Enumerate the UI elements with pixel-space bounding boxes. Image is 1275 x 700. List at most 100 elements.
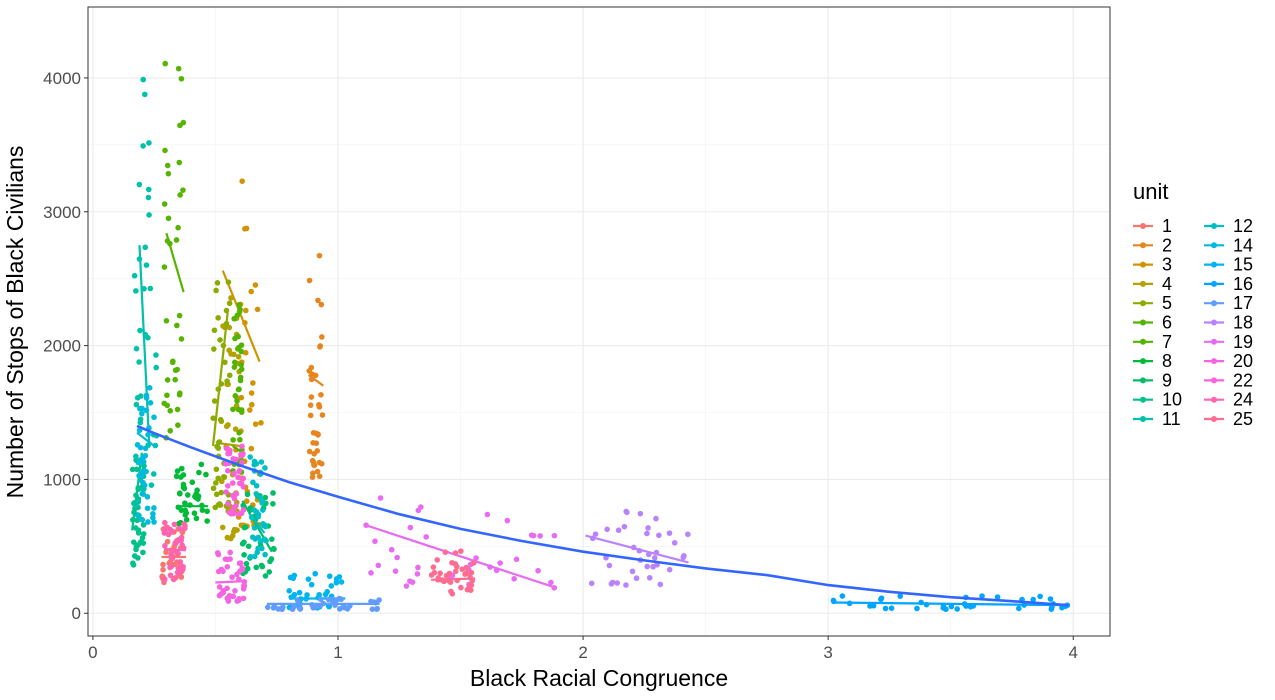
data-point bbox=[138, 473, 145, 480]
data-point bbox=[235, 474, 241, 481]
data-point bbox=[242, 349, 249, 356]
data-point bbox=[319, 334, 325, 340]
data-point bbox=[511, 576, 517, 582]
data-point bbox=[310, 430, 317, 436]
data-point bbox=[242, 307, 249, 314]
data-point bbox=[217, 337, 223, 343]
legend-label: 9 bbox=[1162, 370, 1172, 390]
data-point bbox=[333, 579, 340, 586]
data-point bbox=[251, 461, 258, 468]
data-point bbox=[262, 523, 269, 530]
data-point bbox=[409, 579, 416, 585]
data-point bbox=[183, 516, 190, 523]
legend-item-24: 24 bbox=[1204, 390, 1253, 410]
x-tick-label: 4 bbox=[1069, 643, 1078, 662]
data-point bbox=[318, 391, 324, 398]
data-point bbox=[537, 533, 543, 539]
data-point bbox=[310, 459, 317, 466]
data-point bbox=[388, 546, 395, 553]
data-point bbox=[236, 480, 243, 487]
legend-item-20: 20 bbox=[1204, 351, 1253, 371]
data-point bbox=[645, 525, 651, 531]
data-point bbox=[313, 603, 320, 610]
data-point bbox=[257, 495, 264, 501]
y-tick-label: 1000 bbox=[43, 470, 81, 489]
data-point bbox=[262, 573, 269, 579]
data-point bbox=[258, 545, 265, 552]
data-point bbox=[624, 509, 630, 516]
x-tick-label: 3 bbox=[823, 643, 832, 662]
data-point bbox=[153, 352, 159, 358]
legend-key-point bbox=[1140, 242, 1146, 249]
data-point bbox=[175, 65, 182, 72]
data-point bbox=[306, 448, 313, 455]
data-point bbox=[666, 566, 673, 573]
data-point bbox=[403, 583, 410, 589]
data-point bbox=[225, 483, 231, 489]
data-point bbox=[230, 529, 237, 535]
x-tick-label: 0 bbox=[88, 643, 97, 662]
data-point bbox=[994, 594, 1001, 600]
data-point bbox=[434, 557, 441, 563]
data-point bbox=[305, 576, 312, 582]
series-fit-line bbox=[136, 431, 155, 447]
data-point bbox=[146, 385, 153, 391]
data-point bbox=[160, 566, 166, 573]
legend-label: 24 bbox=[1233, 390, 1253, 410]
data-point bbox=[218, 489, 225, 496]
data-point bbox=[210, 485, 217, 492]
series-fit-line bbox=[221, 270, 261, 363]
data-point bbox=[178, 465, 185, 472]
data-point bbox=[418, 504, 424, 510]
data-point bbox=[198, 461, 205, 468]
data-point bbox=[452, 550, 459, 556]
data-point bbox=[140, 479, 146, 486]
data-point bbox=[286, 588, 293, 594]
x-tick-label: 1 bbox=[333, 643, 342, 662]
data-point bbox=[224, 534, 231, 541]
data-point bbox=[133, 401, 140, 408]
data-point bbox=[213, 287, 219, 294]
data-point bbox=[608, 581, 615, 587]
series-18 bbox=[585, 508, 691, 588]
data-point bbox=[232, 393, 239, 399]
series-20 bbox=[214, 549, 248, 604]
data-point bbox=[458, 584, 464, 591]
data-point bbox=[165, 215, 172, 222]
data-point bbox=[141, 463, 147, 469]
data-point bbox=[437, 570, 443, 577]
data-point bbox=[143, 262, 150, 268]
legend-item-15: 15 bbox=[1204, 255, 1253, 275]
data-point bbox=[180, 187, 186, 193]
legend-label: 10 bbox=[1162, 390, 1182, 410]
data-point bbox=[318, 460, 325, 467]
data-point bbox=[145, 186, 152, 193]
data-point bbox=[223, 489, 230, 495]
data-point bbox=[338, 579, 345, 585]
series-fit-line bbox=[364, 523, 557, 589]
data-point bbox=[229, 574, 235, 580]
legend-item-19: 19 bbox=[1204, 332, 1253, 352]
data-point bbox=[897, 593, 903, 599]
data-point bbox=[144, 494, 151, 500]
data-point bbox=[324, 588, 331, 595]
data-point bbox=[314, 468, 321, 475]
data-point bbox=[234, 312, 241, 319]
legend-title: unit bbox=[1133, 179, 1168, 204]
data-point bbox=[139, 516, 146, 523]
data-point bbox=[176, 391, 183, 398]
data-point bbox=[237, 560, 244, 566]
data-point bbox=[263, 537, 269, 544]
x-axis-title: Black Racial Congruence bbox=[470, 665, 728, 691]
data-point bbox=[308, 581, 315, 588]
data-point bbox=[163, 318, 170, 324]
data-point bbox=[316, 473, 323, 480]
legend-key-point bbox=[1140, 261, 1146, 268]
data-point bbox=[164, 392, 170, 399]
legend-item-9: 9 bbox=[1133, 370, 1172, 390]
data-point bbox=[253, 490, 260, 497]
data-point bbox=[182, 507, 189, 514]
series-fit-line bbox=[231, 445, 244, 454]
data-point bbox=[270, 500, 276, 507]
data-point bbox=[269, 536, 275, 542]
